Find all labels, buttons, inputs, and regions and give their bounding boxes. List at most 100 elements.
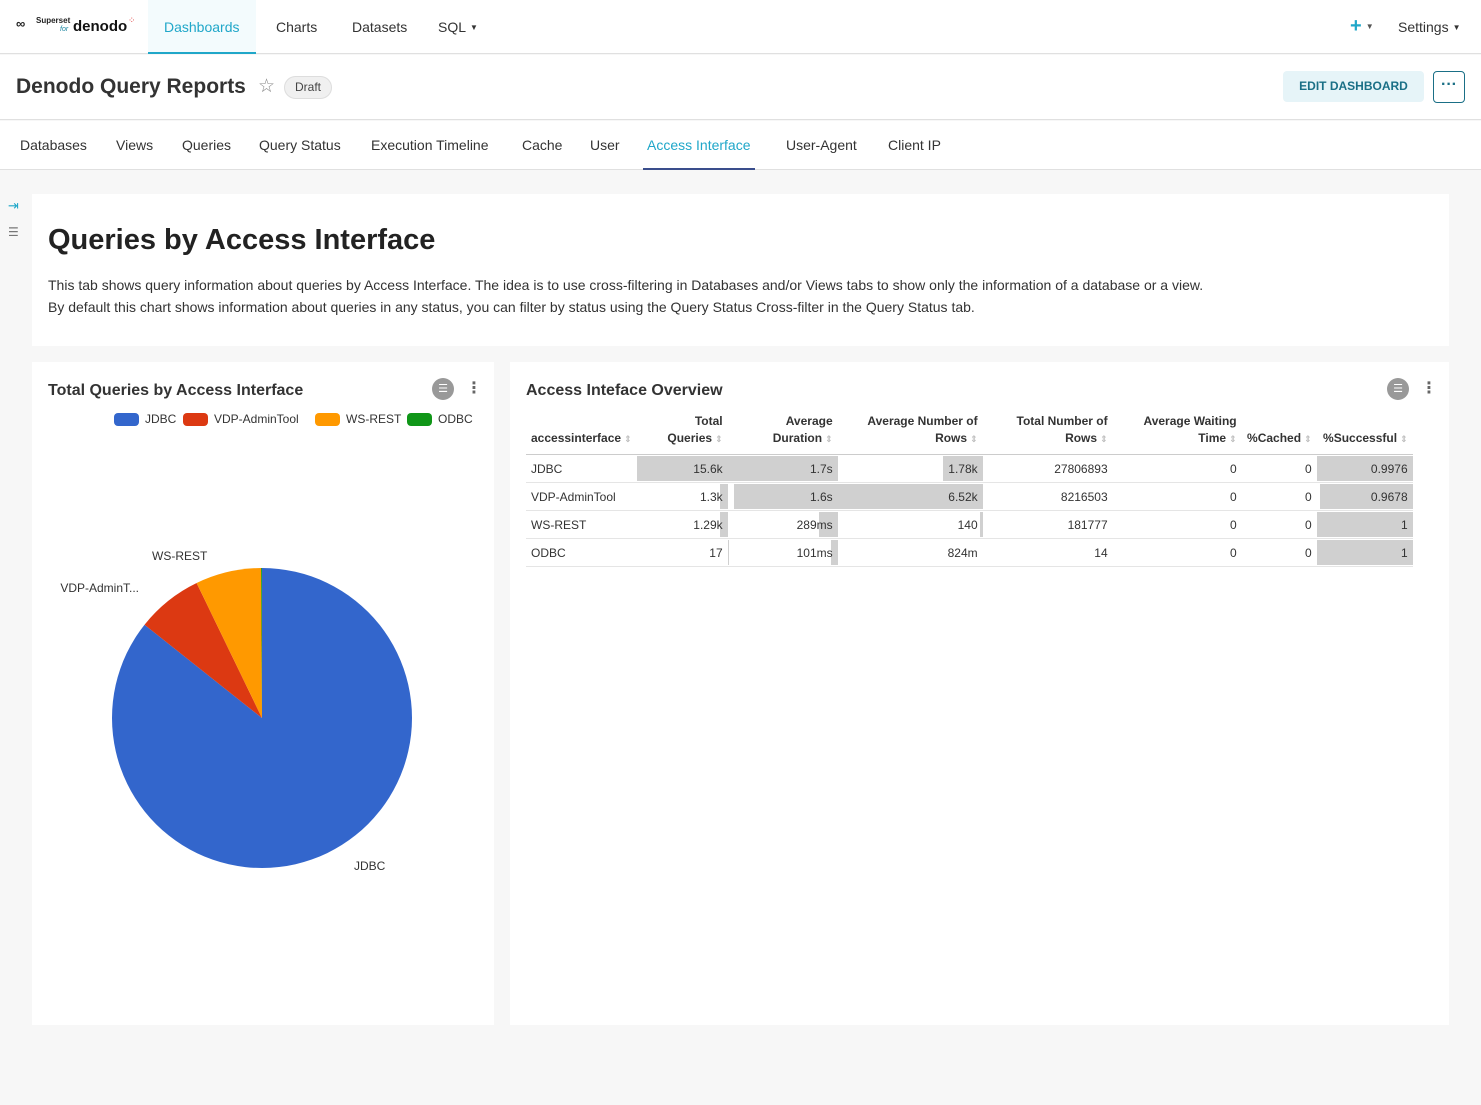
table-cell: ODBC xyxy=(526,538,637,567)
tab-access-interface[interactable]: Access Interface xyxy=(643,121,755,170)
sort-icon[interactable]: ⇕ xyxy=(1400,434,1408,444)
table-cell: 17 xyxy=(636,538,728,567)
chart-menu-icon[interactable]: ⋮ xyxy=(466,380,482,397)
table-row[interactable]: WS-REST 1.29k 289ms 140 181777 0 0 1 xyxy=(526,510,1413,539)
pie-slice-vdp-admintool[interactable] xyxy=(144,583,262,718)
table-cell: 15.6k xyxy=(636,454,728,483)
sort-icon[interactable]: ⇕ xyxy=(970,434,978,444)
column-header-label: Average Waiting xyxy=(1143,414,1237,428)
settings-label: Settings xyxy=(1398,19,1449,35)
markdown-line-1: This tab shows query information about q… xyxy=(48,277,1204,293)
star-icon[interactable]: ☆ xyxy=(258,76,276,97)
tab-query-status[interactable]: Query Status xyxy=(259,137,341,153)
tab-client-ip[interactable]: Client IP xyxy=(888,137,941,153)
table-cell: 0.9678 xyxy=(1316,482,1413,511)
cell-value: 6.52k xyxy=(948,489,978,504)
legend-item-ws-rest[interactable]: WS-REST xyxy=(315,412,401,427)
column-header[interactable]: Average Duration ⇕ xyxy=(727,410,838,455)
settings-menu[interactable]: Settings ▼ xyxy=(1398,0,1461,54)
new-item-menu[interactable]: + ▼ xyxy=(1350,15,1374,38)
column-header[interactable]: Average Waiting Time ⇕ xyxy=(1112,410,1242,455)
chart-menu-icon[interactable]: ⋮ xyxy=(1421,380,1437,397)
sort-icon[interactable]: ⇕ xyxy=(1304,434,1312,444)
cell-bar xyxy=(1316,512,1413,537)
cell-value: JDBC xyxy=(531,461,563,476)
cell-value: 289ms xyxy=(796,517,833,532)
cell-value: 0.9976 xyxy=(1370,461,1408,476)
logo-brand-text: denodo xyxy=(73,18,128,35)
sort-icon[interactable]: ⇕ xyxy=(715,434,723,444)
tab-user[interactable]: User xyxy=(590,137,620,153)
nav-sql[interactable]: SQL ▼ xyxy=(438,0,478,54)
pie-chart[interactable]: JDBC VDP-AdminT... WS-REST xyxy=(32,422,494,1022)
table-cell: 824m xyxy=(837,538,983,567)
denodo-dots-icon: ⁘ xyxy=(128,15,135,25)
legend-swatch xyxy=(183,413,208,427)
pie-slice-odbc[interactable] xyxy=(261,568,262,718)
dashboard-title[interactable]: Denodo Query Reports xyxy=(16,75,246,98)
more-options-button[interactable]: ··· xyxy=(1433,71,1465,103)
tab-databases[interactable]: Databases xyxy=(20,137,87,153)
cell-bar xyxy=(1316,456,1413,481)
legend-swatch xyxy=(407,413,432,427)
table-cell: 6.52k xyxy=(837,482,983,511)
legend-item-jdbc[interactable]: JDBC xyxy=(114,412,176,427)
pie-chart-title: Total Queries by Access Interface xyxy=(48,382,304,399)
column-header[interactable]: Total Queries ⇕ xyxy=(636,410,728,455)
tab-execution-timeline[interactable]: Execution Timeline xyxy=(371,137,489,153)
column-header[interactable]: Average Number of Rows ⇕ xyxy=(837,410,983,455)
cross-filter-icon[interactable]: ☰ xyxy=(432,378,454,400)
table-cell: 0 xyxy=(1241,538,1317,567)
pie-slice-ws-rest[interactable] xyxy=(196,568,262,718)
cell-value: 1.7s xyxy=(809,461,833,476)
nav-charts[interactable]: Charts xyxy=(276,0,317,54)
table-cell: 1 xyxy=(1316,510,1413,539)
table-cell: 0 xyxy=(1112,510,1242,539)
column-header[interactable]: %Cached ⇕ xyxy=(1241,410,1317,455)
cell-value: 0 xyxy=(1229,489,1237,504)
superset-denodo-logo[interactable]: ∞ Superset for denodo ⁘ xyxy=(16,12,140,36)
expand-filter-bar-icon[interactable]: ⇥ xyxy=(8,198,19,213)
legend-label: ODBC xyxy=(438,412,473,426)
tab-user-agent[interactable]: User-Agent xyxy=(786,137,857,153)
cell-bar xyxy=(727,456,838,481)
cross-filter-icon[interactable]: ☰ xyxy=(1387,378,1409,400)
cell-value: 1.78k xyxy=(948,461,978,476)
column-header-label: %Successful xyxy=(1323,431,1398,445)
table-cell: JDBC xyxy=(526,454,637,483)
draft-badge[interactable]: Draft xyxy=(284,76,333,99)
legend-item-odbc[interactable]: ODBC xyxy=(407,412,473,427)
column-header[interactable]: %Successful ⇕ xyxy=(1316,410,1413,455)
sort-icon[interactable]: ⇕ xyxy=(624,434,632,444)
cell-bar xyxy=(818,512,838,537)
caret-down-icon: ▼ xyxy=(470,23,478,33)
table-cell: 1 xyxy=(1316,538,1413,567)
sort-icon[interactable]: ⇕ xyxy=(1100,434,1108,444)
column-header[interactable]: accessinterface ⇕ xyxy=(526,410,637,455)
filter-icon[interactable]: ☰ xyxy=(8,225,19,239)
tab-views[interactable]: Views xyxy=(116,137,154,153)
column-header-label: Duration xyxy=(772,431,823,445)
tab-cache[interactable]: Cache xyxy=(522,137,563,153)
edit-dashboard-button[interactable]: EDIT DASHBOARD xyxy=(1283,71,1424,102)
sort-icon[interactable]: ⇕ xyxy=(825,434,833,444)
nav-datasets[interactable]: Datasets xyxy=(352,0,407,54)
legend-item-vdp-admintool[interactable]: VDP-AdminTool xyxy=(183,412,299,427)
cell-value: 0.9678 xyxy=(1370,489,1408,504)
table-row[interactable]: VDP-AdminTool 1.3k 1.6s 6.52k 8216503 0 0 0.967… xyxy=(526,482,1413,511)
pie-slice-jdbc[interactable] xyxy=(112,568,413,868)
cell-bar xyxy=(720,484,728,509)
column-header[interactable]: Total Number of Rows ⇕ xyxy=(982,410,1113,455)
nav-sql-label: SQL xyxy=(438,19,467,35)
tab-queries[interactable]: Queries xyxy=(182,137,232,153)
nav-dashboards[interactable]: Dashboards xyxy=(148,0,256,54)
cell-value: 1.3k xyxy=(699,489,723,504)
cell-value: 0 xyxy=(1229,545,1237,560)
column-header-label: Total Number of xyxy=(1016,414,1108,428)
sort-icon[interactable]: ⇕ xyxy=(1229,434,1237,444)
table-row[interactable]: ODBC 17 101ms 824m 14 0 0 1 xyxy=(526,538,1413,567)
cell-bar xyxy=(1319,484,1413,509)
table-row[interactable]: JDBC 15.6k 1.7s 1.78k 27806893 0 0 0.9976 xyxy=(526,454,1413,483)
cell-value: 101ms xyxy=(796,545,833,560)
cell-value: 8216503 xyxy=(1060,489,1108,504)
